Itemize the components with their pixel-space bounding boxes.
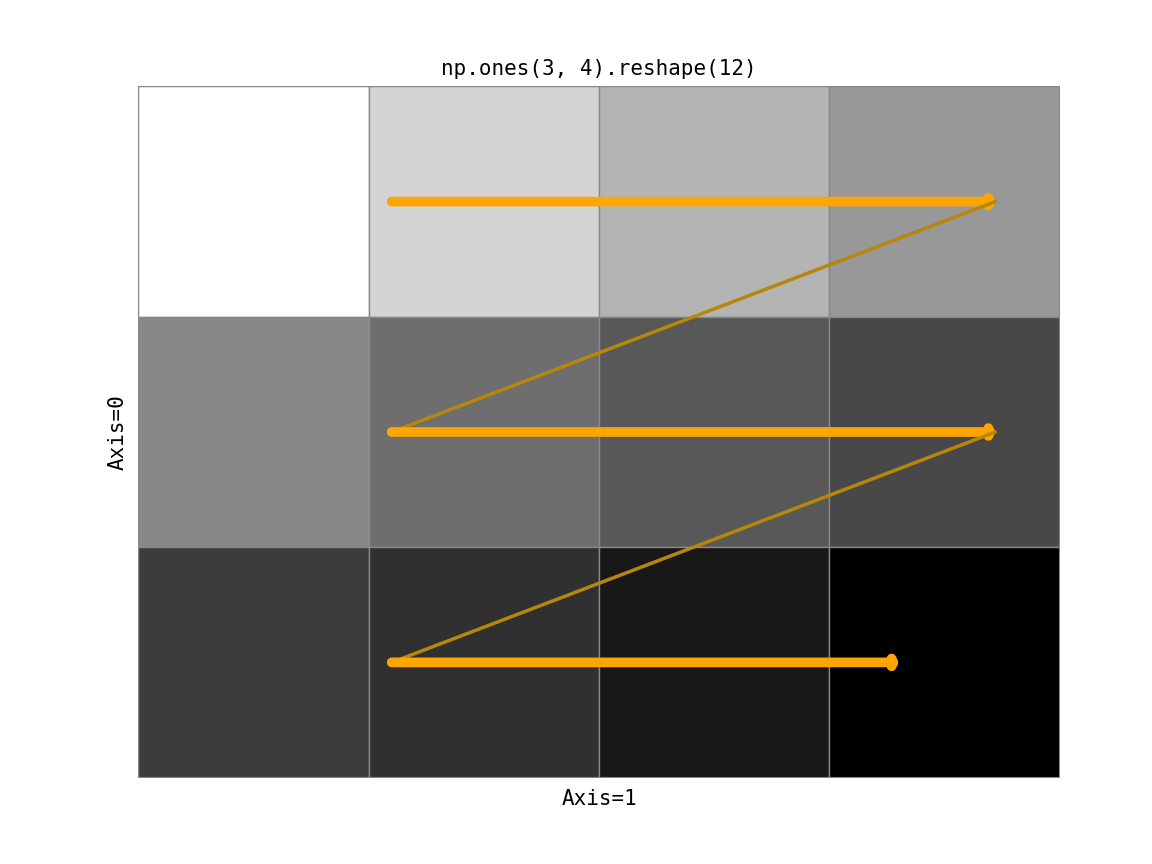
Bar (138, 317, 369, 547)
Bar (829, 317, 1060, 547)
Bar (829, 86, 1060, 317)
Title: np.ones(3, 4).reshape(12): np.ones(3, 4).reshape(12) (441, 60, 757, 79)
Bar (369, 547, 599, 778)
Bar (369, 86, 599, 317)
Bar (599, 317, 829, 547)
X-axis label: Axis=1: Axis=1 (561, 789, 637, 809)
Bar (138, 86, 369, 317)
Bar (829, 547, 1060, 778)
Bar (369, 317, 599, 547)
Bar (599, 86, 829, 317)
Bar (138, 547, 369, 778)
Bar (599, 547, 829, 778)
Y-axis label: Axis=0: Axis=0 (107, 394, 127, 470)
